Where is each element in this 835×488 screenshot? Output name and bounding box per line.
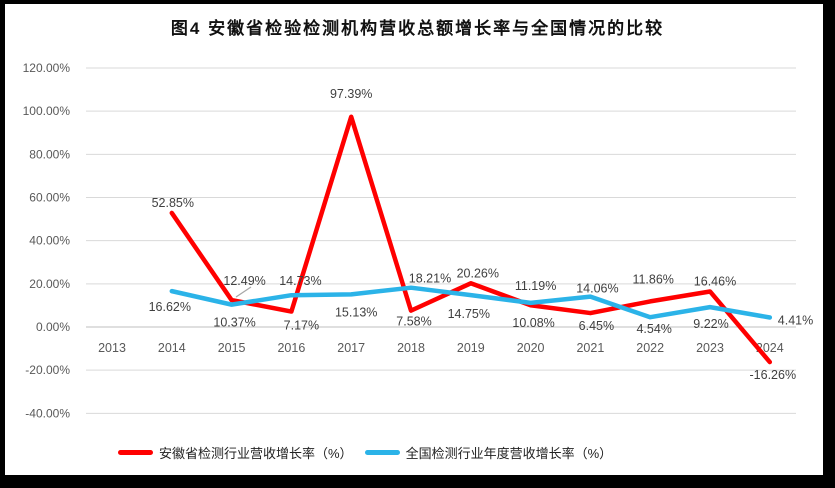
y-tick-label: 40.00% — [29, 234, 70, 248]
data-label: 6.45% — [579, 319, 614, 333]
legend-label-national: 全国检测行业年度营收增长率（%） — [405, 446, 613, 461]
data-label: 7.58% — [396, 315, 431, 329]
legend-item-anhui[interactable]: 安徽省检测行业营收增长率（%） — [118, 443, 353, 462]
x-tick-label: 2018 — [397, 341, 425, 355]
y-tick-label: 0.00% — [36, 320, 70, 334]
data-label: 4.41% — [778, 313, 813, 327]
data-label: 16.46% — [694, 274, 736, 288]
data-label: 52.85% — [152, 196, 194, 210]
y-tick-label: -40.00% — [25, 406, 70, 420]
series-line-anhui[interactable] — [169, 114, 773, 365]
legend-swatch-red-line — [118, 450, 153, 455]
x-tick-label: 2016 — [277, 341, 305, 355]
data-label: 9.22% — [693, 317, 728, 331]
data-label: 11.86% — [632, 272, 673, 286]
data-label: 7.17% — [284, 319, 319, 333]
y-tick-label: 100.00% — [23, 104, 71, 118]
x-tick-label: 2021 — [576, 341, 604, 355]
data-label: 14.75% — [448, 307, 490, 321]
series-line-national[interactable] — [169, 285, 773, 320]
data-label: 97.39% — [330, 87, 372, 101]
y-tick-label: 60.00% — [29, 191, 70, 205]
x-tick-label: 2013 — [98, 341, 126, 355]
data-label: 12.49% — [223, 274, 265, 288]
chart-title: 图4 安徽省检验检测机构营收总额增长率与全国情况的比较 — [170, 19, 665, 38]
y-tick-label: 80.00% — [29, 147, 70, 161]
y-tick-label: -20.00% — [25, 363, 70, 377]
data-label: 18.21% — [409, 272, 451, 286]
x-tick-label: 2014 — [158, 341, 186, 355]
x-tick-label: 2019 — [457, 341, 485, 355]
data-label: 10.37% — [213, 316, 255, 330]
data-label: 10.08% — [512, 316, 554, 330]
data-label: 14.06% — [576, 282, 618, 296]
data-label: 20.26% — [457, 266, 499, 280]
y-tick-label: 120.00% — [23, 61, 71, 75]
legend-label-anhui: 安徽省检测行业营收增长率（%） — [159, 446, 353, 461]
x-tick-label: 2017 — [337, 341, 365, 355]
chart-legend: 安徽省检测行业营收增长率（%） 全国检测行业年度营收增长率（%） — [118, 443, 612, 462]
data-label: 14.73% — [279, 274, 321, 288]
label-leader-line — [235, 286, 252, 298]
legend-swatch-blue-line — [364, 450, 400, 455]
y-tick-label: 20.00% — [29, 277, 70, 291]
x-tick-label: 2022 — [636, 341, 664, 355]
x-tick-label: 2023 — [696, 341, 724, 355]
x-tick-label: 2020 — [517, 341, 545, 355]
x-tick-label: 2015 — [218, 341, 246, 355]
data-label: 11.19% — [515, 279, 556, 293]
data-label: 16.62% — [149, 300, 191, 314]
legend-item-national[interactable]: 全国检测行业年度营收增长率（%） — [364, 443, 613, 462]
data-label: 15.13% — [335, 305, 377, 319]
data-label: 4.54% — [636, 322, 671, 336]
data-label: -16.26% — [750, 368, 797, 382]
